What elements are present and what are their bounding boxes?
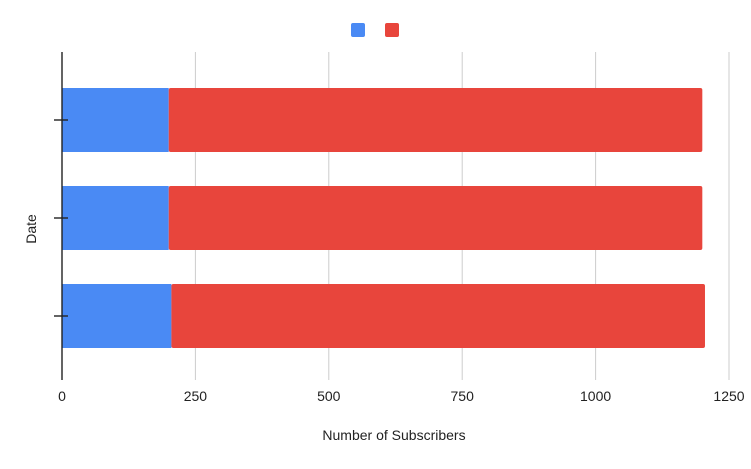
bar-1-series-0 <box>62 186 169 250</box>
bar-0-series-1 <box>168 88 703 152</box>
axes <box>54 52 68 380</box>
x-tick-label-0: 0 <box>58 388 66 404</box>
legend-swatch-1[interactable] <box>385 23 399 37</box>
x-axis-title: Number of Subscribers <box>322 427 465 443</box>
bar-2-series-1 <box>171 284 705 348</box>
bar-1-series-1 <box>168 186 703 250</box>
x-tick-label-5: 1250 <box>713 388 744 404</box>
bar-2-series-0 <box>62 284 172 348</box>
x-tick-label-2: 500 <box>317 388 341 404</box>
x-tick-label-3: 750 <box>451 388 475 404</box>
legend <box>351 23 399 37</box>
bar-0-series-0 <box>62 88 169 152</box>
legend-swatch-0[interactable] <box>351 23 365 37</box>
x-tick-label-4: 1000 <box>580 388 611 404</box>
x-tick-labels: 0 250 500 750 1000 1250 <box>58 388 745 404</box>
bars <box>62 88 705 348</box>
x-tick-label-1: 250 <box>184 388 208 404</box>
y-axis-title: Date <box>23 214 39 244</box>
